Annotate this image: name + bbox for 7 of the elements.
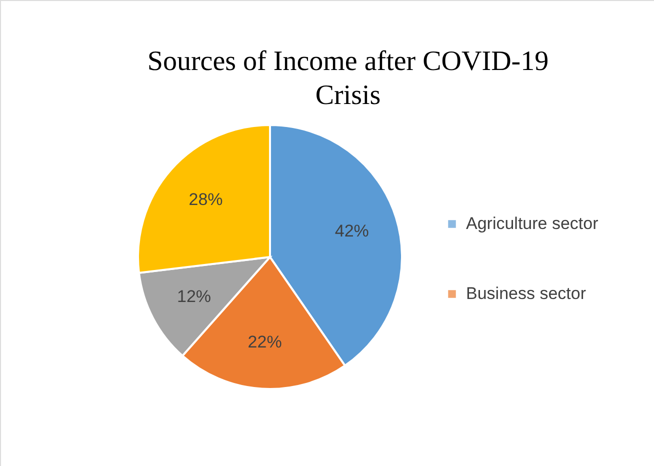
- data-label: 22%: [248, 332, 282, 352]
- data-label: 12%: [177, 286, 212, 306]
- data-label: 42%: [334, 221, 369, 240]
- chart-title: Sources of Income after COVID-19 Crisis: [147, 46, 549, 111]
- data-label: 28%: [188, 190, 223, 210]
- legend-label: Agriculture sector: [466, 214, 599, 233]
- legend-label: Business sector: [466, 284, 586, 303]
